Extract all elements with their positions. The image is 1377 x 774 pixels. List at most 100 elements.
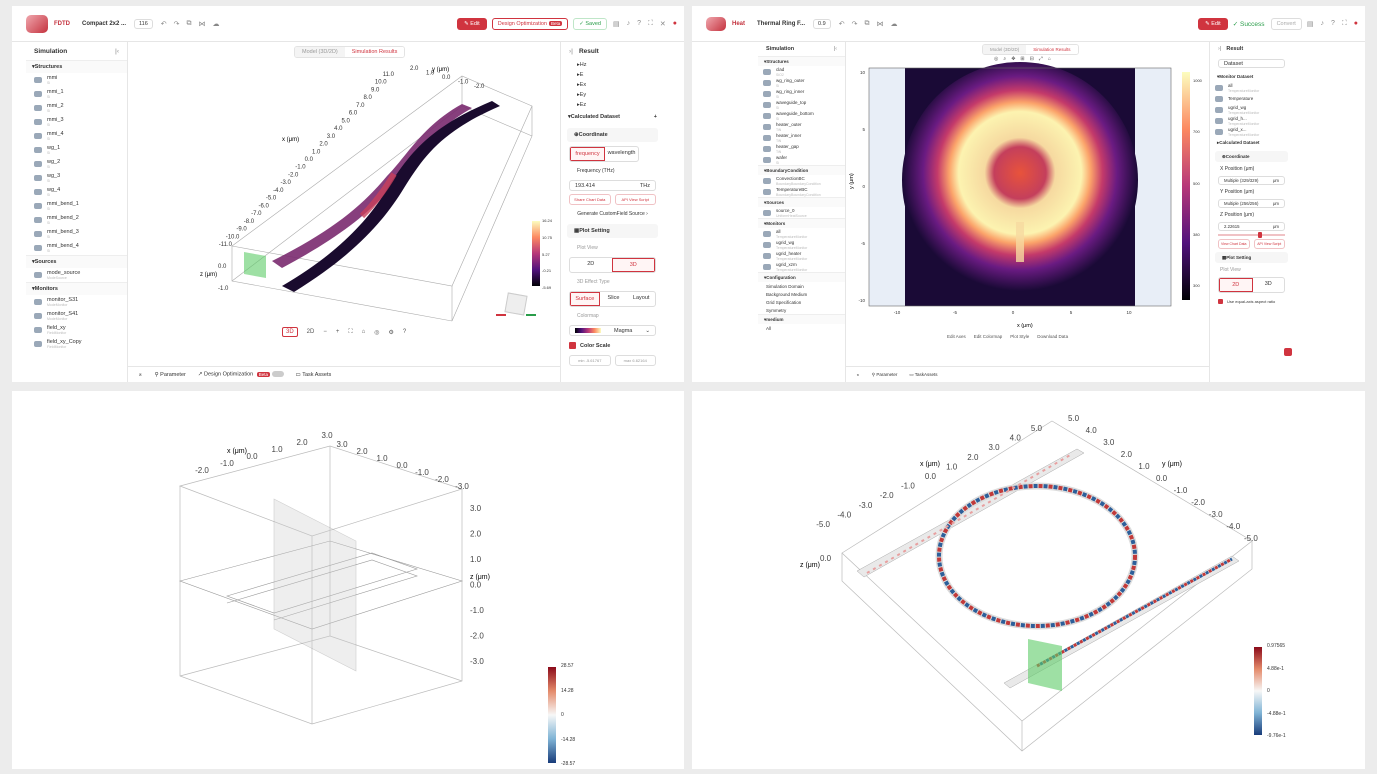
frequency-select[interactable]: 193.414 THz [569, 180, 656, 191]
ring-3d-plot[interactable]: x (μm) y (μm) z (μm) 5.04.03.02.01.00.0-… [692, 391, 1365, 769]
dataset-select[interactable]: Dataset [1218, 59, 1285, 68]
list-item[interactable]: heater_outer TiN [758, 121, 845, 132]
medium-item[interactable]: All [758, 324, 845, 333]
config-item[interactable]: Symmetry [758, 306, 845, 314]
monitor-dataset-section[interactable]: ▾ Monitor Dataset [1217, 73, 1254, 80]
share-icon[interactable]: ⋈ [198, 20, 206, 28]
user-icon[interactable]: ● [1353, 20, 1358, 27]
config-item[interactable]: Simulation Domain [758, 282, 845, 290]
bc-section[interactable]: ▾ BoundaryCondition [758, 165, 845, 175]
list-item[interactable]: wg_2 Si [26, 157, 127, 171]
project-title[interactable]: Thermal Ring F... [757, 20, 806, 27]
list-item[interactable]: waveguide_bottom Si [758, 110, 845, 121]
collapse-bottom-icon[interactable]: ⌅ [138, 371, 143, 378]
list-item[interactable]: mmi_bend_2 Si [26, 213, 127, 227]
plot-view-2d[interactable]: 2D [1219, 278, 1253, 292]
collapse-icon[interactable]: |‹ [833, 46, 837, 52]
list-item[interactable]: mmi_bend_1 Si [26, 199, 127, 213]
tab-model[interactable]: Model (3D/2D) [983, 45, 1027, 54]
reset-view-icon[interactable]: ⌂ [361, 329, 366, 335]
configuration-section[interactable]: ▾ Configuration [758, 272, 845, 282]
config-item[interactable]: Grid Specification [758, 298, 845, 306]
expand-icon[interactable]: ›| [569, 47, 573, 55]
undo-icon[interactable]: ↶ [160, 20, 167, 28]
list-item[interactable]: ugrid_wg TemperatureMonitor [758, 239, 845, 250]
edit-button[interactable]: ✎ Edit [457, 17, 487, 30]
autoscale-icon[interactable]: ⤢ [1038, 56, 1043, 62]
list-item[interactable]: wg_4 Si [26, 185, 127, 199]
list-item[interactable]: mmi Si [26, 73, 127, 87]
structures-section[interactable]: ▾ Structures [758, 56, 845, 66]
fullscreen-icon[interactable]: ⛶ [647, 19, 653, 27]
plot-view-3d[interactable]: 3D [1264, 281, 1272, 287]
list-item[interactable]: all TemperatureMonitor [1210, 82, 1293, 93]
bell-icon[interactable]: ♪ [1320, 20, 1324, 27]
chart-action-button[interactable]: Plot Style [1010, 334, 1030, 339]
task-assets-tab[interactable]: ▭ TaskAssets [909, 371, 938, 377]
version-select[interactable]: 116 [134, 18, 153, 29]
project-title[interactable]: Compact 2x2 ... [82, 20, 127, 27]
view-3d-button[interactable]: 3D [282, 327, 298, 337]
view-chart-data-button[interactable]: View Chart Data [1218, 239, 1250, 249]
fit-icon[interactable]: ⛶ [348, 328, 353, 335]
list-item[interactable]: TemperatureBC BoundaryBoundaryCondition [758, 186, 845, 197]
plot-view-3d[interactable]: 3D [611, 258, 655, 272]
cloud-icon[interactable]: ☁ [212, 20, 220, 28]
user-icon[interactable]: ● [672, 20, 677, 27]
fullscreen-icon[interactable]: ⛶ [1341, 19, 1347, 27]
zoom-in-icon[interactable]: ⊞ [1020, 56, 1025, 62]
document-icon[interactable]: ▤ [1306, 20, 1314, 28]
list-item[interactable]: monitor_S41 ModeMonitor [26, 309, 127, 323]
redo-icon[interactable]: ↷ [173, 20, 180, 28]
camera-icon[interactable]: ◎ [374, 329, 380, 336]
collapse-bottom-icon[interactable]: ⌅ [856, 371, 860, 377]
list-item[interactable]: clad SiO2 [758, 66, 845, 77]
design-optimization-button[interactable]: Design Optimization Beta [491, 17, 569, 30]
api-view-script-button[interactable]: API View Script [614, 194, 656, 205]
list-item[interactable]: mmi_bend_4 Si [26, 241, 127, 255]
plot-view-2d[interactable]: 2D [587, 261, 595, 267]
expand-icon[interactable]: ›| [1218, 46, 1222, 52]
equal-aspect-checkbox[interactable]: Use equal-axis aspect ratio [1210, 296, 1293, 307]
document-icon[interactable]: ▤ [612, 20, 620, 28]
xpos-select[interactable]: Multiple (329/329) μm [1218, 176, 1285, 185]
list-item[interactable]: monitor_S31 ModeMonitor [26, 295, 127, 309]
chat-icon[interactable] [1284, 348, 1292, 356]
info-icon[interactable]: ? [402, 329, 407, 335]
list-item[interactable]: mode_source ModeSource [26, 268, 127, 282]
close-icon[interactable]: ✕ [659, 20, 666, 28]
list-item[interactable]: waveguide_top Si [758, 99, 845, 110]
collapse-icon[interactable]: |‹ [115, 47, 119, 55]
structures-section[interactable]: ▾ Structures [26, 60, 127, 73]
field-component-item[interactable]: ▸ Ez [577, 102, 587, 108]
field-component-item[interactable]: ▸ E [577, 72, 584, 78]
view-2d-button[interactable]: 2D [306, 329, 315, 335]
list-item[interactable]: wg_ring_inner Si [758, 88, 845, 99]
monitors-section[interactable]: ▾ Monitors [758, 218, 845, 228]
cloud-icon[interactable]: ☁ [890, 20, 898, 28]
tab-model[interactable]: Model (3D/2D) [295, 47, 345, 57]
calculated-dataset-section[interactable]: ▸ Calculated Dataset [1217, 139, 1260, 146]
color-scale-checkbox[interactable]: Color Scale [561, 339, 664, 352]
list-item[interactable]: field_xy FieldMonitor [26, 323, 127, 337]
convert-button[interactable]: Convert [1270, 17, 1302, 30]
help-icon[interactable]: ? [637, 20, 641, 27]
share-icon[interactable]: ⋈ [876, 20, 884, 28]
list-item[interactable]: wg_ring_outer Si [758, 77, 845, 88]
field-component-item[interactable]: ▸ Ey [577, 92, 587, 98]
zoom-out-icon[interactable]: − [323, 329, 327, 335]
parameter-tab[interactable]: ⚲ Parameter [871, 371, 898, 377]
share-chart-data-button[interactable]: Share Chart Data [569, 194, 611, 205]
home-icon[interactable]: ⌂ [1047, 56, 1051, 62]
list-item[interactable]: source_0 UniformHeatSource [758, 207, 845, 218]
list-item[interactable]: wafer Si [758, 154, 845, 165]
camera-icon[interactable]: ◎ [994, 56, 999, 62]
list-item[interactable]: ugrid_wg TemperatureMonitor [1210, 104, 1293, 115]
help-icon[interactable]: ? [1330, 20, 1335, 27]
settings-icon[interactable]: ⚙ [388, 329, 394, 336]
sources-section[interactable]: ▾ Sources [758, 197, 845, 207]
list-item[interactable]: heater_gap TiN [758, 143, 845, 154]
list-item[interactable]: ConvectionBC BoundaryBoundaryCondition [758, 175, 845, 186]
add-icon[interactable]: + [653, 114, 657, 120]
version-select[interactable]: 0.9 [813, 18, 831, 29]
